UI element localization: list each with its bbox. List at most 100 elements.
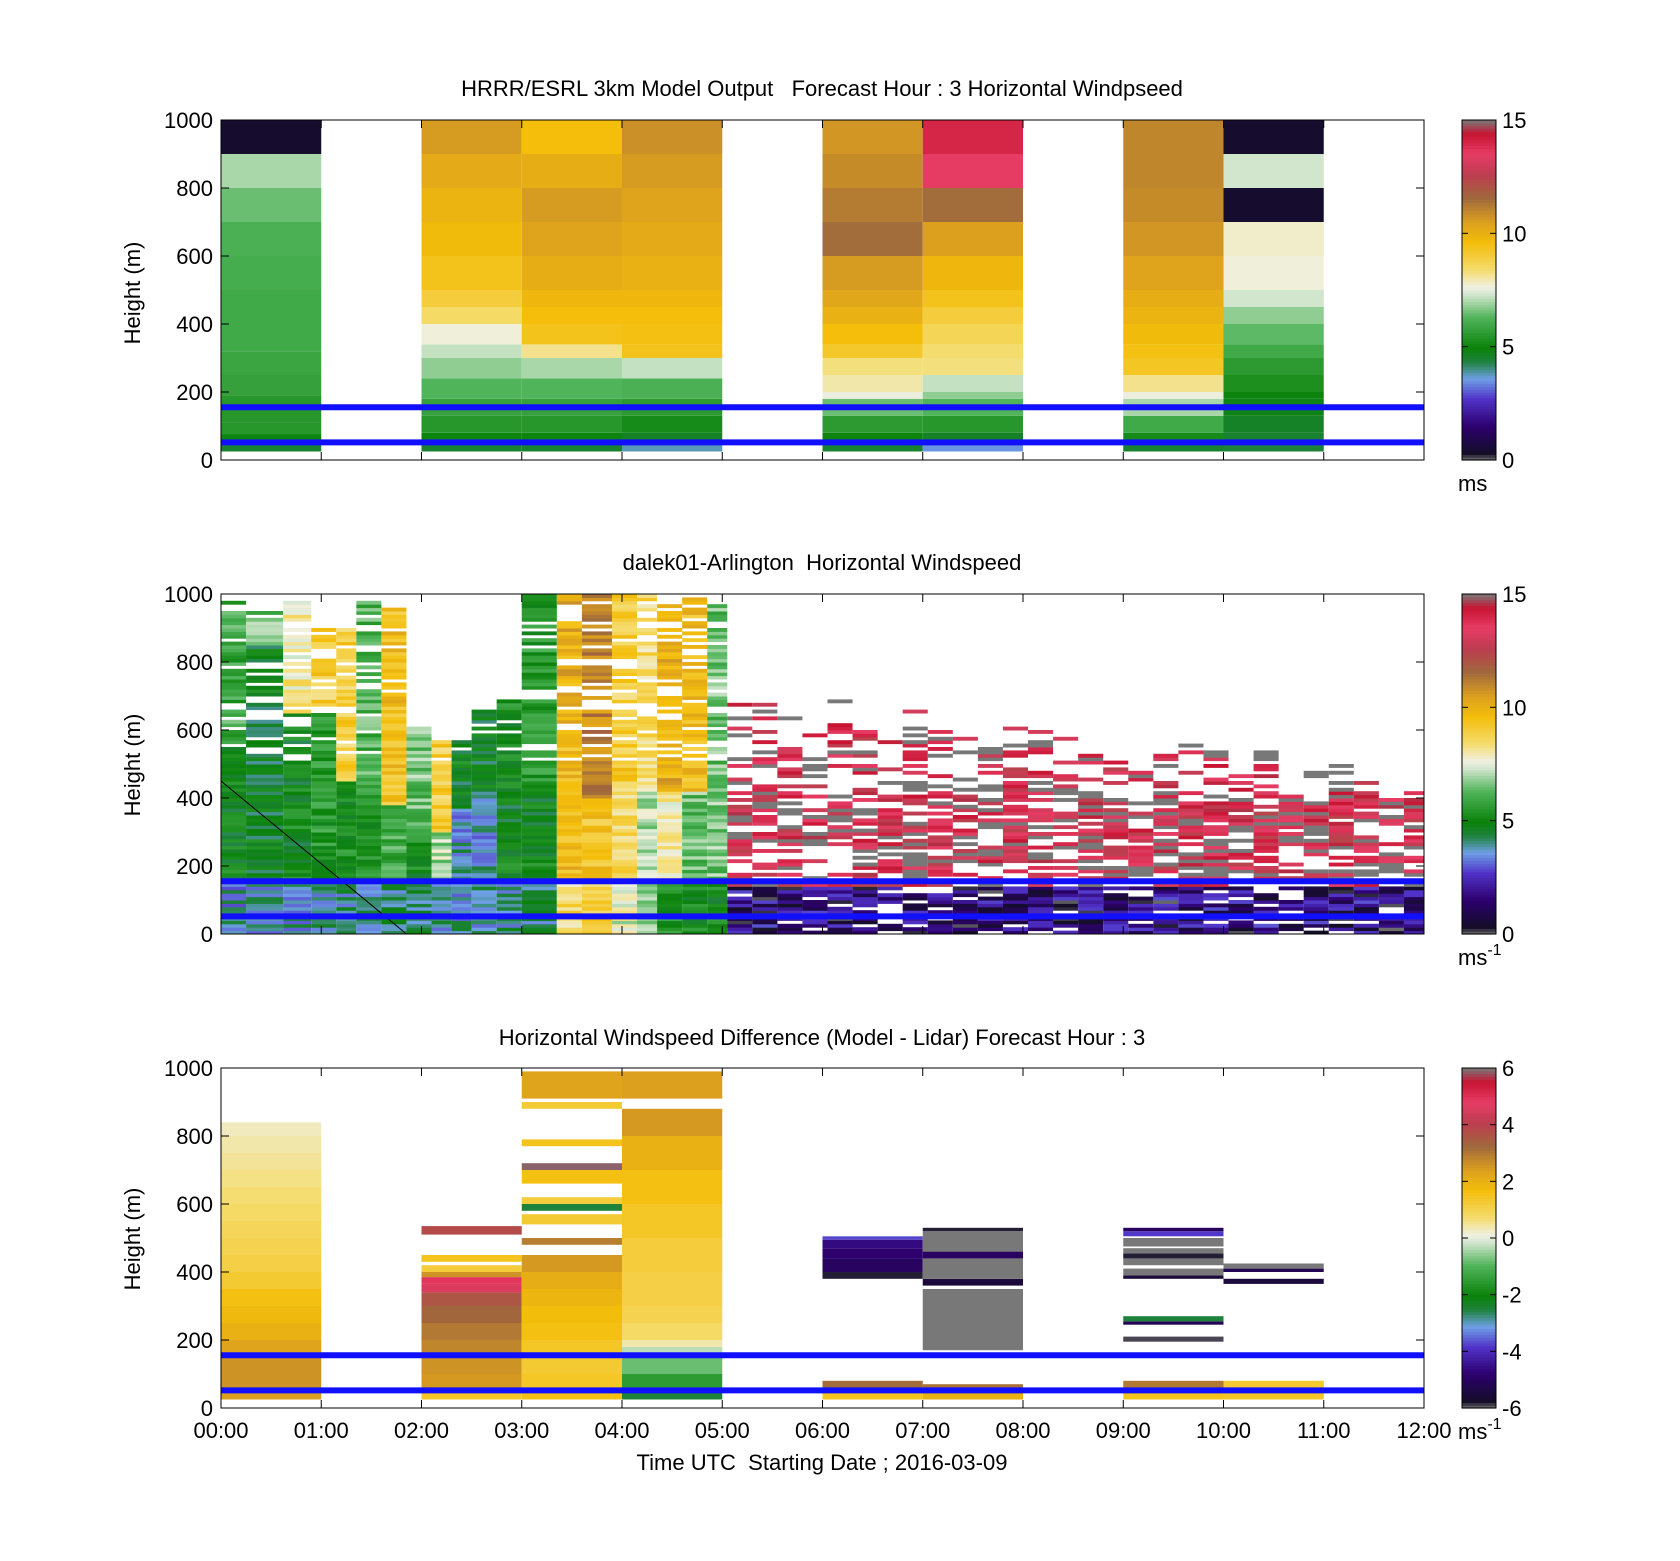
heatmap-cell (922, 375, 1023, 392)
heatmap-cell (707, 889, 728, 894)
heatmap-cell (336, 821, 357, 826)
heatmap-cell (283, 638, 312, 643)
heatmap-cell (1002, 825, 1029, 830)
heatmap-cell (1203, 876, 1229, 881)
colorbar-segment (1462, 1260, 1496, 1265)
heatmap-cell (381, 730, 407, 734)
heatmap-cell (902, 753, 928, 758)
heatmap-cell (556, 764, 582, 768)
heatmap-cell (1228, 849, 1254, 853)
heatmap-cell (356, 923, 382, 928)
heatmap-cell (682, 787, 708, 792)
heatmap-cell (1328, 821, 1354, 826)
heatmap-cell (1153, 903, 1179, 908)
heatmap-cell (727, 702, 753, 707)
heatmap-cell (311, 747, 337, 751)
heatmap-cell (1203, 869, 1229, 874)
heatmap-cell (1078, 900, 1104, 904)
heatmap-cell (311, 910, 337, 915)
heatmap-cell (451, 808, 472, 813)
heatmap-cell (1353, 930, 1379, 935)
heatmap-cell (1223, 324, 1324, 345)
heatmap-cell (521, 432, 622, 445)
heatmap-cell (1078, 859, 1104, 864)
heatmap-cell (221, 767, 247, 772)
heatmap-cell (221, 375, 322, 396)
heatmap-cell (356, 825, 382, 830)
colorbar-segment (1462, 718, 1496, 723)
heatmap-cell (521, 927, 557, 932)
heatmap-cell (283, 920, 312, 925)
heatmap-cell (406, 930, 432, 935)
heatmap-cell (451, 757, 472, 762)
heatmap-cell (431, 804, 452, 809)
heatmap-cell (657, 849, 683, 853)
heatmap-cell (877, 828, 903, 833)
colorbar-segment (1462, 366, 1496, 370)
heatmap-cell (311, 682, 337, 687)
heatmap-cell (1353, 900, 1379, 904)
heatmap-cell (1353, 889, 1379, 894)
heatmap-cell (311, 923, 337, 928)
heatmap-cell (556, 631, 582, 636)
heatmap-cell (336, 730, 357, 734)
x-axis-label: Time UTC Starting Date ; 2016-03-09 (637, 1450, 1008, 1475)
heatmap-cell (221, 876, 247, 881)
heatmap-cell (977, 852, 1003, 857)
heatmap-cell (1103, 906, 1129, 911)
heatmap-cell (1253, 838, 1279, 843)
heatmap-cell (1253, 859, 1279, 864)
heatmap-cell (611, 821, 638, 826)
heatmap-cell (822, 1380, 923, 1390)
heatmap-cell (622, 344, 723, 358)
heatmap-cell (556, 645, 582, 649)
heatmap-cell (1153, 845, 1179, 850)
heatmap-cell (1103, 770, 1129, 775)
heatmap-cell (902, 794, 928, 799)
colorbar-segment (1462, 1331, 1496, 1335)
heatmap-cell (521, 675, 557, 680)
heatmap-cell (1028, 815, 1054, 819)
heatmap-cell (611, 723, 638, 728)
heatmap-cell (611, 760, 638, 765)
heatmap-cell (657, 896, 683, 901)
heatmap-cell (381, 784, 407, 789)
heatmap-cell (611, 818, 638, 823)
colorbar-segment (1462, 156, 1496, 161)
heatmap-cell (927, 835, 953, 840)
heatmap-cell (496, 767, 522, 772)
heatmap-cell (1228, 781, 1254, 785)
heatmap-cell (1223, 432, 1324, 445)
heatmap-cell (657, 794, 683, 799)
heatmap-cell (311, 811, 337, 816)
heatmap-cell (221, 893, 247, 898)
heatmap-cell (777, 784, 803, 789)
heatmap-cell (521, 611, 557, 615)
heatmap-cell (496, 889, 522, 894)
heatmap-cell (581, 736, 612, 741)
colorbar-segment (1462, 125, 1496, 130)
heatmap-cell (221, 777, 247, 782)
heatmap-cell (1303, 845, 1329, 850)
heatmap-cell (637, 699, 658, 704)
heatmap-cell (1378, 821, 1404, 826)
heatmap-cell (637, 804, 658, 809)
heatmap-cell (1328, 791, 1354, 796)
y-tick-label: 200 (176, 380, 213, 405)
heatmap-cell (221, 774, 247, 779)
colorbar-segment (1462, 866, 1496, 870)
heatmap-cell (381, 702, 407, 707)
heatmap-cell (356, 787, 382, 792)
heatmap-cell (496, 828, 522, 833)
heatmap-cell (356, 883, 382, 887)
colorbar-segment (1462, 1317, 1496, 1321)
heatmap-cell (1078, 777, 1104, 782)
heatmap-cell (902, 859, 928, 864)
heatmap-cell (471, 900, 497, 904)
heatmap-cell (922, 222, 1023, 256)
heatmap-cell (356, 689, 382, 694)
heatmap-cell (451, 842, 472, 847)
heatmap-cell (707, 825, 728, 830)
heatmap-cell (902, 927, 928, 932)
heatmap-cell (496, 910, 522, 915)
